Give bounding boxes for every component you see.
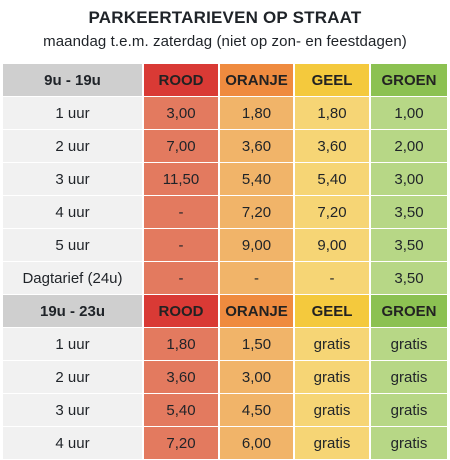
duration-label: 5 uur: [3, 229, 144, 261]
price-oranje: 6,00: [220, 427, 295, 459]
price-rood: -: [144, 262, 220, 294]
price-geel: 5,40: [295, 163, 371, 195]
zone-oranje-header: ORANJE: [220, 295, 295, 327]
duration-label: 4 uur: [3, 196, 144, 228]
section-header-evening: 19u - 23u ROOD ORANJE GEEL GROEN: [3, 295, 447, 328]
zone-rood-header: ROOD: [144, 64, 220, 96]
price-groen: gratis: [371, 427, 447, 459]
table-row: Dagtarief (24u) - - - 3,50: [3, 262, 447, 295]
duration-label: 4 uur: [3, 427, 144, 459]
price-oranje: 1,50: [220, 328, 295, 360]
price-rood: 7,20: [144, 427, 220, 459]
price-rood: 1,80: [144, 328, 220, 360]
price-geel: -: [295, 262, 371, 294]
price-oranje: 3,60: [220, 130, 295, 162]
price-oranje: 5,40: [220, 163, 295, 195]
price-geel: 1,80: [295, 97, 371, 129]
price-geel: gratis: [295, 427, 371, 459]
price-oranje: 9,00: [220, 229, 295, 261]
time-range-label: 9u - 19u: [3, 64, 144, 96]
duration-label: 3 uur: [3, 163, 144, 195]
duration-label: 2 uur: [3, 361, 144, 393]
price-rood: 11,50: [144, 163, 220, 195]
table-row: 2 uur 7,00 3,60 3,60 2,00: [3, 130, 447, 163]
price-oranje: 1,80: [220, 97, 295, 129]
price-rood: -: [144, 196, 220, 228]
zone-geel-header: GEEL: [295, 295, 371, 327]
section-header-day: 9u - 19u ROOD ORANJE GEEL GROEN: [3, 64, 447, 97]
price-groen: 3,50: [371, 262, 447, 294]
price-groen: 3,50: [371, 229, 447, 261]
table-row: 4 uur 7,20 6,00 gratis gratis: [3, 427, 447, 460]
zone-groen-header: GROEN: [371, 64, 447, 96]
duration-label: 2 uur: [3, 130, 144, 162]
table-row: 5 uur - 9,00 9,00 3,50: [3, 229, 447, 262]
price-groen: gratis: [371, 361, 447, 393]
table-row: 4 uur - 7,20 7,20 3,50: [3, 196, 447, 229]
price-oranje: -: [220, 262, 295, 294]
price-geel: 3,60: [295, 130, 371, 162]
zone-rood-header: ROOD: [144, 295, 220, 327]
table-row: 3 uur 11,50 5,40 5,40 3,00: [3, 163, 447, 196]
page-subtitle: maandag t.e.m. zaterdag (niet op zon- en…: [43, 33, 407, 50]
price-geel: gratis: [295, 394, 371, 426]
zone-oranje-header: ORANJE: [220, 64, 295, 96]
price-rood: -: [144, 229, 220, 261]
price-groen: 2,00: [371, 130, 447, 162]
price-rood: 7,00: [144, 130, 220, 162]
price-rood: 5,40: [144, 394, 220, 426]
price-groen: 3,50: [371, 196, 447, 228]
table-row: 2 uur 3,60 3,00 gratis gratis: [3, 361, 447, 394]
duration-label: 1 uur: [3, 97, 144, 129]
time-range-label: 19u - 23u: [3, 295, 144, 327]
table-row: 1 uur 3,00 1,80 1,80 1,00: [3, 97, 447, 130]
price-oranje: 4,50: [220, 394, 295, 426]
price-groen: 3,00: [371, 163, 447, 195]
price-rood: 3,00: [144, 97, 220, 129]
duration-label: Dagtarief (24u): [3, 262, 144, 294]
price-groen: gratis: [371, 328, 447, 360]
duration-label: 1 uur: [3, 328, 144, 360]
page-title: PARKEERTARIEVEN OP STRAAT: [88, 8, 362, 27]
table-row: 3 uur 5,40 4,50 gratis gratis: [3, 394, 447, 427]
price-groen: 1,00: [371, 97, 447, 129]
price-geel: 9,00: [295, 229, 371, 261]
price-geel: 7,20: [295, 196, 371, 228]
duration-label: 3 uur: [3, 394, 144, 426]
tariff-table: 9u - 19u ROOD ORANJE GEEL GROEN 1 uur 3,…: [3, 64, 447, 460]
price-groen: gratis: [371, 394, 447, 426]
price-oranje: 3,00: [220, 361, 295, 393]
price-geel: gratis: [295, 328, 371, 360]
price-rood: 3,60: [144, 361, 220, 393]
table-row: 1 uur 1,80 1,50 gratis gratis: [3, 328, 447, 361]
zone-groen-header: GROEN: [371, 295, 447, 327]
zone-geel-header: GEEL: [295, 64, 371, 96]
price-oranje: 7,20: [220, 196, 295, 228]
price-geel: gratis: [295, 361, 371, 393]
